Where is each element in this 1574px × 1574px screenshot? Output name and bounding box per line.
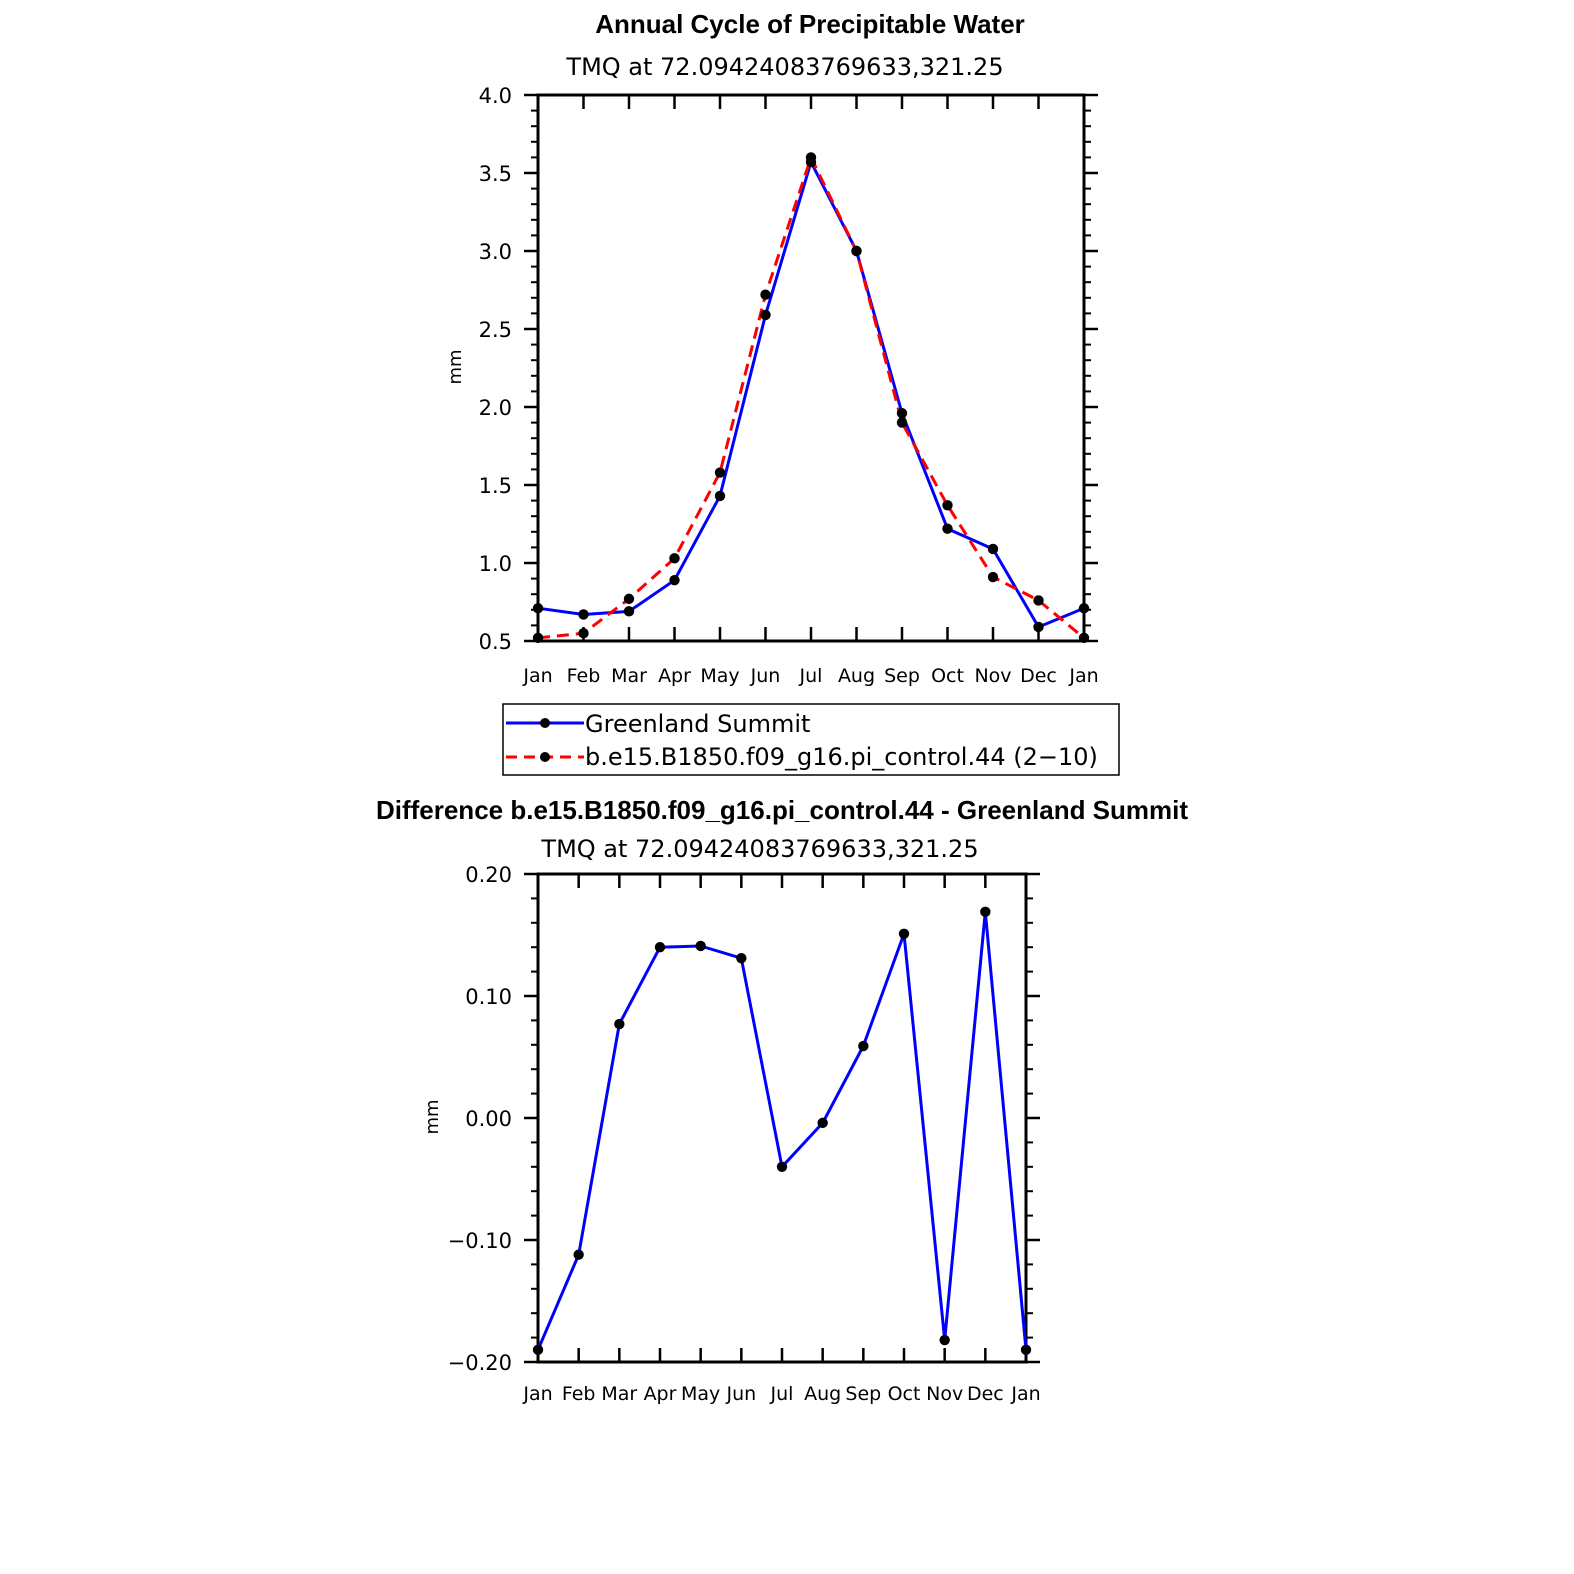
data-point [942,523,953,534]
annual-cycle-chart: Annual Cycle of Precipitable Water TMQ a… [445,9,1120,776]
data-point [980,906,991,918]
x-tick-label: Oct [888,1383,921,1405]
x-tick-label: Apr [658,665,691,687]
legend: Greenland Summit b.e15.B1850.f09_g16.pi_… [502,703,1120,776]
data-point [896,408,908,419]
y-tick-label: 2.0 [479,396,512,420]
y-tick-label: 4.0 [479,84,512,108]
plot-frame [536,872,1028,1364]
x-tick-label: Dec [967,1383,1004,1405]
x-tick-label: Jan [522,665,552,687]
y-tick-label: 0.10 [465,985,512,1009]
data-point [669,574,680,586]
series-layer [532,906,1032,1356]
series-layer [532,152,1090,644]
data-point [532,632,544,644]
data-point [987,543,999,555]
y-tick-label: 0.00 [465,1107,512,1131]
x-tick-label: Jul [770,1383,794,1405]
y-tick-label: 1.5 [479,474,512,498]
data-point [987,571,999,583]
data-point [817,1117,828,1129]
x-tick-label: Aug [838,665,875,687]
data-point [760,309,771,321]
data-point [898,928,910,939]
x-tick-label: Feb [562,1383,596,1405]
y-tick-label: 3.0 [479,240,512,264]
chart-subtitle: TMQ at 72.09424083769633,321.25 [565,53,1003,81]
data-point [776,1161,788,1173]
x-tick-label: Dec [1020,665,1057,687]
series-line [536,910,1028,1351]
x-tick-label: Jun [725,1383,756,1405]
data-point [851,245,862,257]
data-point [939,1334,950,1346]
chart-title: Annual Cycle of Precipitable Water [595,9,1025,39]
y-tick-label: −0.10 [448,1229,512,1253]
data-point [532,1344,544,1356]
x-tick-label: Nov [974,665,1011,687]
x-tick-label: Jan [1068,665,1098,687]
y-tick-label: 1.0 [479,552,512,576]
y-tick-label: 2.5 [479,318,512,342]
data-point [805,152,817,163]
data-point [896,417,908,428]
data-point [1033,595,1044,606]
data-point [1020,1344,1032,1356]
data-point [623,593,635,605]
y-tick-label: 0.5 [479,630,512,654]
data-point [1078,632,1090,644]
data-point [942,500,953,511]
x-tick-label: Apr [644,1383,677,1405]
chart-subtitle: TMQ at 72.09424083769633,321.25 [540,835,978,863]
x-tick-label: Jun [750,665,781,687]
x-tick-label: May [700,665,739,687]
x-tick-label: May [681,1383,720,1405]
data-point [573,1249,584,1260]
x-tick-label: Feb [567,665,601,687]
legend-box [502,703,1120,776]
data-point [532,603,544,614]
x-tick-label: Sep [845,1383,881,1405]
y-axis-label: mm [422,1099,443,1134]
data-point [669,553,680,564]
legend-label-model: b.e15.B1850.f09_g16.pi_control.44 (2−10) [585,743,1098,771]
legend-label-greenland: Greenland Summit [585,710,810,738]
data-point [1078,603,1090,614]
legend-marker-model [540,752,550,762]
axis-ticks: Jan Feb Mar Apr May Jun Jul Aug Sep Oct Nov Dec Jan−… [448,863,1041,1405]
data-point [654,942,666,953]
y-tick-label: 3.5 [479,162,512,186]
x-tick-label: Oct [931,665,964,687]
y-tick-label: 0.20 [465,863,512,887]
chart-title: Difference b.e15.B1850.f09_g16.pi_contro… [376,795,1188,825]
x-tick-label: Mar [601,1383,637,1405]
x-tick-label: Sep [884,665,920,687]
x-tick-label: Jan [1010,1383,1040,1405]
legend-marker-greenland [540,718,550,728]
axis-ticks: Jan Feb Mar Apr May Jun Jul Aug Sep Oct Nov Dec Jan 0… [479,84,1099,687]
difference-chart: Difference b.e15.B1850.f09_g16.pi_contro… [376,795,1188,1405]
data-point [736,952,747,964]
x-tick-label: Mar [611,665,647,687]
y-axis-label: mm [445,349,466,384]
series-line [537,160,1085,629]
data-point [714,467,726,478]
data-point [578,628,589,639]
y-tick-label: −0.20 [448,1351,512,1375]
data-point [695,940,706,952]
data-point [760,289,771,300]
data-point [1033,621,1044,633]
data-point [858,1040,869,1052]
x-tick-label: Jul [799,665,823,687]
data-point [578,609,589,620]
x-tick-label: Nov [926,1383,963,1405]
plot-frame [536,93,1086,643]
data-point [623,606,635,617]
x-tick-label: Jan [522,1383,552,1405]
data-point [614,1018,625,1030]
data-point [714,490,726,502]
x-tick-label: Aug [804,1383,841,1405]
